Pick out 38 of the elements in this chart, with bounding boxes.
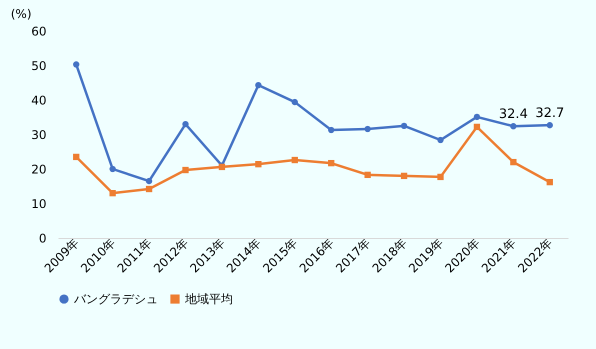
point bbox=[255, 161, 262, 168]
point bbox=[437, 174, 444, 180]
y-tick-label: 10 bbox=[31, 197, 46, 211]
point bbox=[109, 166, 116, 172]
point bbox=[109, 190, 116, 196]
legend-label: バングラデシュ bbox=[73, 292, 158, 306]
legend-label: 地域平均 bbox=[184, 292, 233, 306]
point bbox=[364, 126, 371, 132]
point bbox=[292, 156, 298, 164]
data-label: 32.4 bbox=[498, 107, 528, 122]
point bbox=[73, 61, 80, 68]
point bbox=[73, 154, 80, 160]
point bbox=[546, 122, 553, 128]
y-tick-label: 0 bbox=[38, 232, 46, 246]
point bbox=[146, 186, 152, 192]
point bbox=[328, 160, 334, 166]
point bbox=[400, 122, 408, 130]
y-tick-label: 50 bbox=[31, 59, 46, 73]
y-tick-label: 20 bbox=[31, 162, 46, 176]
point bbox=[146, 178, 152, 184]
point bbox=[546, 178, 553, 186]
y-tick-label: 30 bbox=[31, 128, 46, 142]
point bbox=[182, 166, 189, 174]
point bbox=[474, 114, 480, 120]
point bbox=[182, 120, 189, 128]
point bbox=[400, 172, 408, 180]
point bbox=[364, 172, 371, 178]
point bbox=[437, 136, 444, 144]
y-axis-title: (%) bbox=[10, 7, 32, 21]
point bbox=[474, 124, 480, 130]
y-tick-label: 40 bbox=[31, 94, 46, 108]
point bbox=[255, 82, 262, 88]
point bbox=[510, 158, 517, 166]
data-label: 32.7 bbox=[535, 106, 564, 122]
point bbox=[328, 126, 334, 134]
y-tick-label: 60 bbox=[31, 24, 46, 38]
point bbox=[510, 123, 517, 130]
point bbox=[292, 98, 298, 106]
